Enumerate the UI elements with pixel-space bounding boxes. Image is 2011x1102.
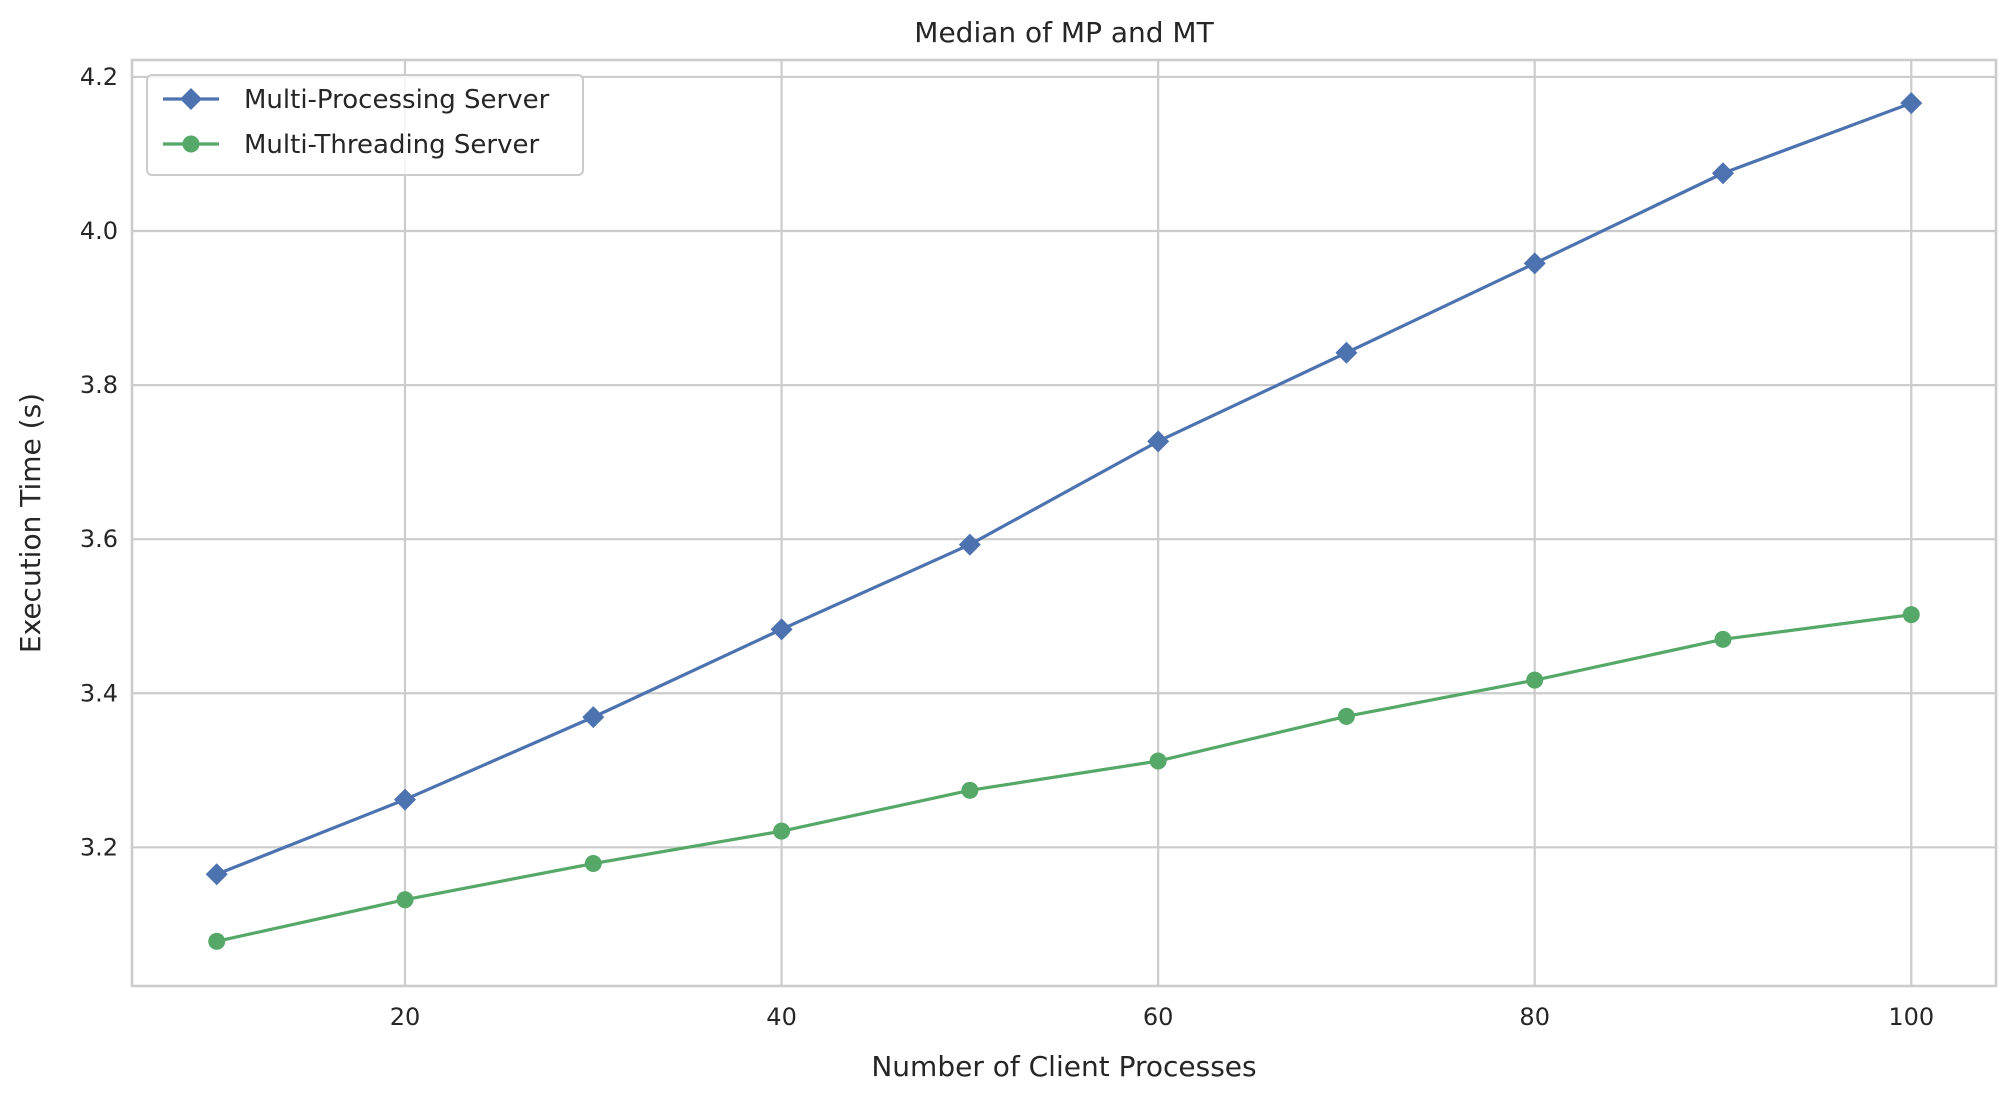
legend-entry: Multi-Processing Server [163, 85, 550, 115]
x-tick-label: 60 [1143, 1003, 1174, 1031]
legend-label: Multi-Threading Server [244, 130, 540, 160]
diamond-marker [770, 618, 793, 641]
circle-marker [1149, 752, 1167, 770]
y-tick-label: 3.2 [80, 833, 118, 861]
x-tick-label: 100 [1888, 1003, 1934, 1031]
diamond-marker [1523, 252, 1546, 275]
diamond-marker [1147, 430, 1170, 453]
legend-marker [180, 88, 202, 110]
series-layer [205, 92, 1923, 950]
series-line [216, 101, 1912, 876]
circle-marker [1526, 671, 1544, 689]
diamond-marker [1335, 341, 1358, 364]
y-tick-label: 3.6 [80, 525, 118, 553]
legend-label: Multi-Processing Server [244, 85, 550, 115]
legend-box [146, 74, 584, 176]
diamond-marker [394, 788, 417, 811]
circle-marker [208, 932, 226, 950]
grid-lines [132, 60, 1996, 986]
chart-title: Median of MP and MT [914, 16, 1214, 49]
x-tick-label: 20 [390, 1003, 421, 1031]
diamond-marker [1900, 92, 1923, 115]
diamond-marker [958, 533, 981, 556]
circle-marker [396, 891, 414, 909]
series-line [216, 613, 1912, 943]
legend: Multi-Processing Server Multi-Threading S… [146, 74, 584, 176]
circle-marker [584, 855, 602, 873]
legend-entry: Multi-Threading Server [163, 130, 540, 160]
legend-marker [182, 135, 200, 153]
tick-labels: 20 40 60 80 100 3.2 3.4 3.6 3.8 4.0 4.2 [80, 63, 1934, 1031]
x-tick-label: 80 [1519, 1003, 1550, 1031]
y-tick-label: 3.8 [80, 371, 118, 399]
diamond-marker [1711, 162, 1734, 185]
y-tick-label: 4.0 [80, 217, 118, 245]
y-axis-title: Execution Time (s) [14, 393, 47, 653]
circle-marker [961, 781, 979, 799]
circle-marker [1902, 606, 1920, 624]
diamond-marker [205, 863, 228, 886]
circle-marker [1337, 707, 1355, 725]
diamond-marker [582, 706, 605, 729]
circle-marker [1714, 630, 1732, 648]
plot-frame [130, 58, 1998, 988]
circle-marker [773, 822, 791, 840]
series-multi-processing [205, 92, 1923, 886]
x-axis-title: Number of Client Processes [871, 1050, 1256, 1083]
series-multi-threading [208, 606, 1920, 950]
y-tick-label: 3.4 [80, 679, 118, 707]
x-tick-label: 40 [766, 1003, 797, 1031]
y-tick-label: 4.2 [80, 63, 118, 91]
